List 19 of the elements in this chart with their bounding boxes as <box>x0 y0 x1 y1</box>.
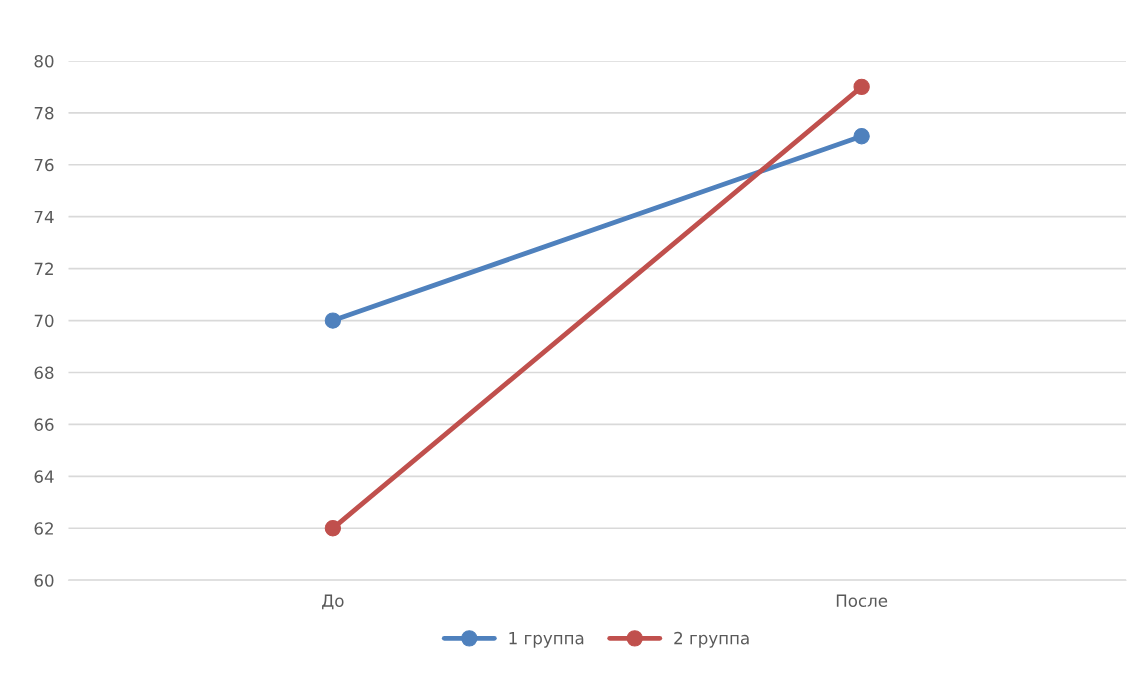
x-tick-label: После <box>836 594 888 607</box>
point <box>853 128 870 145</box>
point <box>324 520 342 537</box>
point <box>324 312 342 329</box>
y-tick-label: 72 <box>34 262 53 275</box>
y-tick-label: 64 <box>34 470 54 483</box>
legend-label: 1 группа <box>509 632 584 648</box>
y-tick-label: 60 <box>34 574 54 587</box>
y-tick-label: 62 <box>34 522 53 535</box>
y-tick-label: 80 <box>34 54 54 68</box>
x-tick-label: До <box>322 594 344 610</box>
legend-label: 2 группа <box>674 631 749 648</box>
y-tick-label: 66 <box>34 418 54 431</box>
y-tick-label: 70 <box>34 314 54 328</box>
point <box>853 78 870 96</box>
y-tick-label: 78 <box>34 106 54 120</box>
y-tick-label: 76 <box>34 158 54 172</box>
y-tick-label: 74 <box>34 210 54 224</box>
y-tick-label: 68 <box>34 366 54 380</box>
